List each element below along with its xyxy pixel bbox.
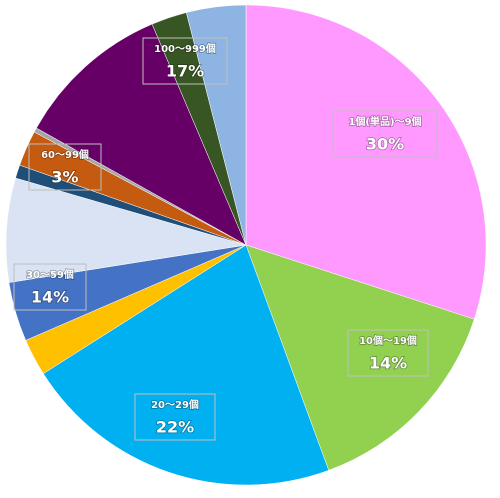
- pie-slice: [186, 4, 247, 246]
- label-box: [13, 263, 87, 311]
- slice-percent: 3%: [51, 168, 78, 187]
- pie-slice: [245, 4, 487, 320]
- slice-percent: 14%: [31, 288, 69, 307]
- pie-slice: [36, 23, 247, 246]
- slice-label: 20～29個: [151, 398, 199, 411]
- slice-percent: 22%: [156, 418, 194, 437]
- label-box: [347, 329, 429, 377]
- pie-slice: [5, 177, 247, 283]
- label-box: [134, 393, 216, 441]
- slice-percent: 14%: [369, 354, 407, 373]
- slice-label: 30～59個: [26, 268, 74, 281]
- slice-label: 60～99個: [41, 148, 89, 161]
- slice-label: 1個(単品)～9個: [348, 115, 421, 128]
- pie-slice: [43, 244, 330, 486]
- slice-percent: 17%: [166, 62, 204, 81]
- label-box: [332, 110, 438, 158]
- slice-label: 10個～19個: [359, 334, 417, 347]
- label-box: [28, 143, 102, 191]
- slice-label: 100～999個: [154, 42, 216, 55]
- pie-slice: [245, 244, 475, 471]
- slice-percent: 30%: [366, 135, 404, 154]
- label-box: [142, 37, 228, 85]
